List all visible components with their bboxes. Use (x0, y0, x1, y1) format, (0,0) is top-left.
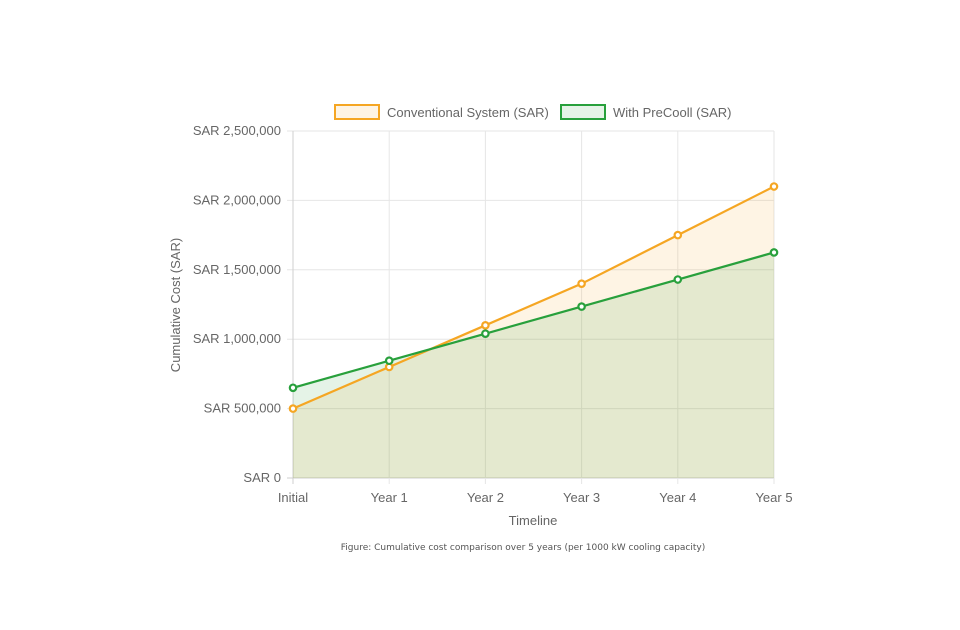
series-line-1 (292, 185, 775, 410)
legend-label: Conventional System (SAR) (387, 105, 549, 120)
data-point (577, 279, 586, 288)
figure-caption: Figure: Cumulative cost comparison over … (340, 543, 706, 553)
legend[interactable]: Conventional System (SAR) With PreCooll (… (334, 104, 731, 120)
y-tick-label: SAR 1,500,000 (193, 262, 281, 277)
x-tick-label: Year 1 (371, 490, 408, 505)
x-tick-label: Year 4 (659, 490, 696, 505)
data-point (769, 248, 779, 257)
y-axis-ticks: SAR 0 SAR 500,000 SAR 1,000,000 SAR 1,500,0… (193, 123, 281, 485)
legend-swatch (560, 104, 606, 120)
data-point (673, 230, 683, 240)
data-point (288, 383, 298, 393)
x-tick-label: Year 5 (755, 490, 792, 505)
legend-label: With PreCooll (SAR) (613, 105, 731, 120)
y-tick-label: SAR 500,000 (204, 401, 281, 416)
data-point (481, 321, 490, 330)
series-line-2 (292, 251, 775, 389)
data-point (769, 182, 779, 191)
data-point (288, 404, 298, 413)
x-tick-label: Initial (278, 490, 308, 505)
x-axis-title: Timeline (509, 513, 558, 528)
series-lines (292, 185, 775, 410)
data-points (288, 182, 779, 413)
data-point (577, 302, 586, 311)
series-area-2 (293, 252, 774, 478)
x-tick-label: Year 2 (467, 490, 504, 505)
y-axis-title: Cumulative Cost (SAR) (168, 238, 183, 372)
series-area-1 (293, 186, 774, 478)
data-point (481, 329, 490, 338)
y-tick-label: SAR 1,000,000 (193, 331, 281, 346)
legend-swatch (334, 104, 380, 120)
x-axis-ticks: Initial Year 1 Year 2 Year 3 Year 4 Year 5 (278, 490, 793, 505)
x-tick-label: Year 3 (563, 490, 600, 505)
y-tick-label: SAR 2,500,000 (193, 123, 281, 138)
area-fills (293, 186, 774, 478)
y-tick-label: SAR 2,000,000 (193, 192, 281, 207)
y-tick-label: SAR 0 (243, 470, 281, 485)
data-point (384, 356, 394, 366)
data-point (673, 275, 683, 284)
